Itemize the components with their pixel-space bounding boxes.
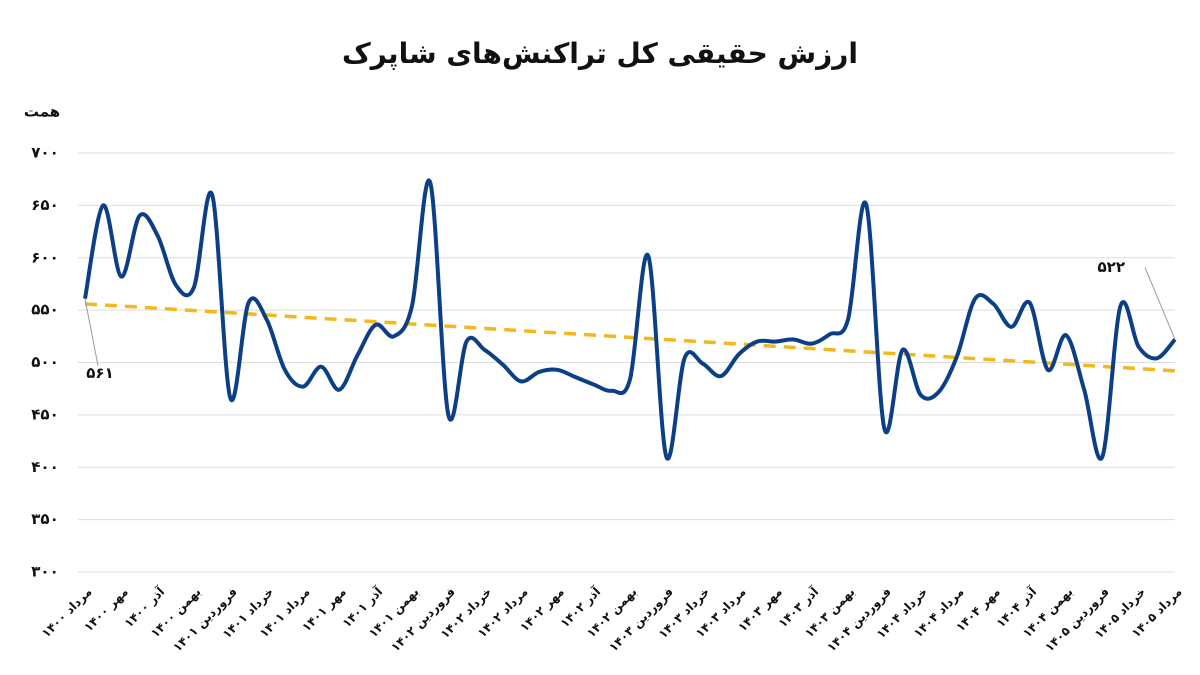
label-leader: [84, 298, 99, 366]
y-tick-label: ۵۰۰: [31, 353, 58, 371]
y-tick-label: ۴۰۰: [31, 458, 58, 476]
y-tick-label: ۳۵۰: [31, 510, 58, 528]
data-label: ۵۶۱: [86, 364, 113, 382]
chart-title: ارزش حقیقی کل تراکنش‌های شاپرک: [342, 37, 858, 70]
y-tick-label: ۳۰۰: [31, 563, 58, 581]
y-tick-label: ۴۵۰: [31, 405, 58, 423]
series-line: [83, 178, 1177, 461]
trend-line: [84, 302, 1176, 373]
y-axis-label: همت: [24, 103, 60, 121]
y-tick-label: ۷۰۰: [31, 144, 58, 162]
y-tick-label: ۶۰۰: [31, 248, 58, 266]
y-tick-label: ۵۵۰: [31, 301, 58, 319]
label-leader: [1144, 267, 1176, 340]
y-tick-label: ۶۵۰: [31, 196, 58, 214]
data-label: ۵۲۲: [1098, 258, 1125, 276]
x-tick-label: مرداد ۱۴۰۰: [39, 585, 95, 641]
